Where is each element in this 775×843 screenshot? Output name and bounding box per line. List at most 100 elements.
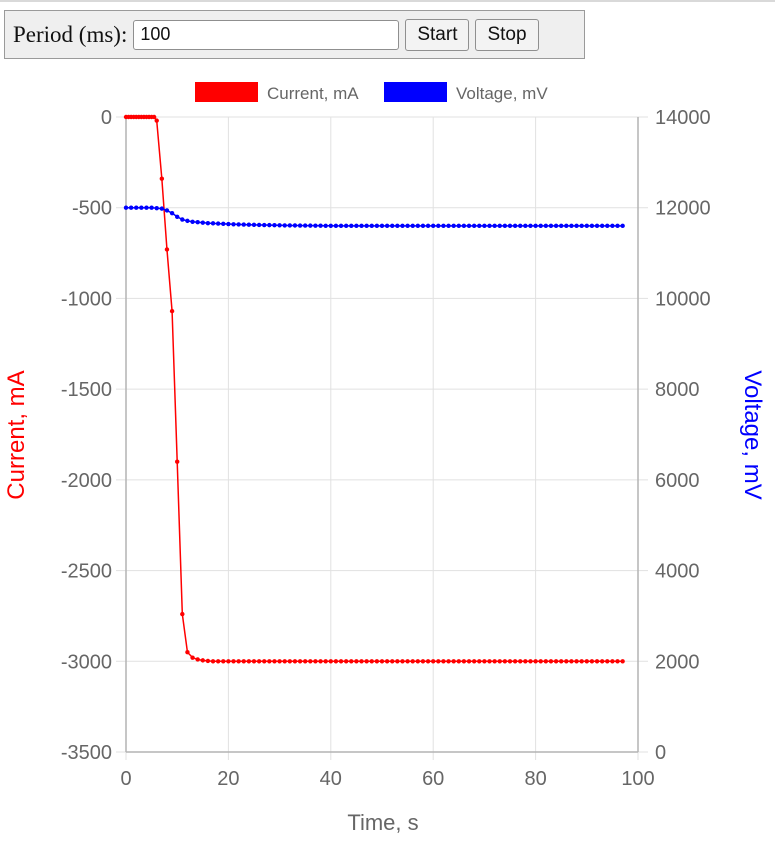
y-right-tick-label: 2000 <box>655 651 700 673</box>
data-point <box>615 659 620 664</box>
control-panel: Period (ms): Start Stop <box>4 10 585 59</box>
data-point <box>164 247 170 252</box>
y-left-tick-label: -2500 <box>61 561 112 583</box>
data-point <box>482 223 487 229</box>
data-point <box>405 223 410 229</box>
data-point <box>292 223 298 228</box>
x-tick-label: 20 <box>217 768 239 790</box>
data-point <box>338 223 344 229</box>
data-point <box>425 659 431 664</box>
x-tick-label: 40 <box>320 768 342 790</box>
data-point <box>538 223 543 229</box>
data-point <box>599 659 605 664</box>
data-point <box>446 659 451 664</box>
data-point <box>533 659 538 664</box>
data-point <box>599 223 605 229</box>
data-point <box>338 659 344 664</box>
data-point <box>318 223 323 228</box>
data-point <box>502 223 508 229</box>
data-point <box>180 611 185 617</box>
period-input[interactable] <box>133 19 400 50</box>
data-point <box>190 655 195 660</box>
data-point <box>610 223 615 229</box>
data-point <box>262 222 267 228</box>
data-point <box>502 659 508 664</box>
data-point <box>175 214 180 219</box>
data-point <box>246 659 252 664</box>
data-point <box>349 223 354 229</box>
data-point <box>231 222 236 227</box>
data-point <box>512 223 518 229</box>
data-point <box>451 659 456 664</box>
data-point <box>169 308 175 314</box>
data-point <box>221 659 226 664</box>
data-point <box>272 223 277 228</box>
top-divider <box>0 0 775 2</box>
data-point <box>431 659 436 664</box>
data-point <box>303 659 308 664</box>
data-point <box>446 223 451 229</box>
data-point <box>277 223 282 228</box>
data-point <box>251 222 257 228</box>
data-point <box>205 658 211 664</box>
data-point <box>215 221 221 226</box>
data-point <box>543 223 549 229</box>
data-point <box>308 223 313 228</box>
data-point <box>236 222 241 227</box>
data-point <box>149 205 154 210</box>
legend-label: Current, mA <box>267 84 359 103</box>
data-point <box>553 223 559 229</box>
y-left-tick-label: -3500 <box>61 742 112 764</box>
data-point <box>272 659 277 664</box>
y-right-tick-label: 12000 <box>655 198 711 220</box>
data-point <box>553 659 559 664</box>
data-point <box>461 659 467 664</box>
y-right-axis-title: Voltage, mV <box>739 370 766 499</box>
data-point <box>236 659 241 664</box>
data-point <box>569 223 574 229</box>
data-point <box>620 659 625 664</box>
data-point <box>441 223 446 229</box>
data-point <box>297 659 303 664</box>
data-point <box>180 217 185 222</box>
data-point <box>574 223 579 229</box>
data-point <box>579 659 584 664</box>
data-point <box>569 659 574 664</box>
data-point <box>497 659 502 664</box>
data-point <box>267 222 272 228</box>
data-point <box>512 659 518 664</box>
data-point <box>303 223 308 228</box>
data-point <box>175 459 180 464</box>
data-point <box>471 223 477 229</box>
chart: 0 20 40 60 80 1000 14000-500 12000-1000 10000-15… <box>3 82 766 835</box>
data-point <box>456 659 461 664</box>
data-point <box>333 223 339 229</box>
data-point <box>169 210 175 216</box>
data-point <box>190 219 195 224</box>
data-point <box>343 659 349 664</box>
data-point <box>518 223 523 229</box>
data-point <box>359 223 364 229</box>
data-point <box>466 659 472 664</box>
data-point <box>538 659 543 664</box>
y-left-tick-label: -2000 <box>61 470 112 492</box>
data-point <box>154 118 159 123</box>
data-point <box>200 658 205 663</box>
data-point <box>251 659 257 664</box>
data-point <box>267 659 272 664</box>
data-point <box>395 659 400 664</box>
data-point <box>594 223 600 229</box>
data-point <box>159 176 165 181</box>
stop-button[interactable]: Stop <box>475 18 539 51</box>
data-point <box>436 223 441 229</box>
data-point <box>364 659 369 664</box>
data-point <box>610 659 615 664</box>
data-point <box>185 650 190 655</box>
data-point <box>620 223 625 229</box>
start-button[interactable]: Start <box>405 18 470 51</box>
data-point <box>384 223 390 229</box>
data-point <box>415 659 421 664</box>
y-left-tick-label: -1000 <box>61 288 112 310</box>
data-point <box>282 659 287 664</box>
data-point <box>441 659 446 664</box>
